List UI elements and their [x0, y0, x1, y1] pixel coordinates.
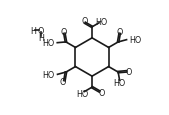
Text: O: O	[60, 28, 66, 37]
Text: HO: HO	[76, 89, 88, 98]
Text: O: O	[81, 17, 88, 26]
Text: O: O	[38, 27, 44, 36]
Text: HO: HO	[130, 36, 142, 45]
Text: HO: HO	[95, 18, 108, 27]
Text: H: H	[31, 27, 36, 36]
Text: O: O	[117, 28, 123, 37]
Text: O: O	[59, 77, 66, 86]
Text: HO: HO	[42, 70, 54, 79]
Text: O: O	[99, 88, 105, 97]
Text: H: H	[38, 33, 44, 42]
Text: HO: HO	[42, 39, 54, 48]
Text: HO: HO	[113, 78, 126, 87]
Text: O: O	[126, 67, 132, 76]
